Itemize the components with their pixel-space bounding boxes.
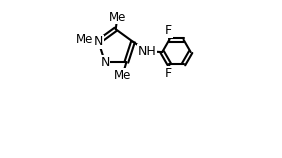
Text: N: N	[94, 35, 103, 48]
Text: NH: NH	[138, 45, 157, 58]
Text: N: N	[100, 56, 110, 69]
Text: Me: Me	[109, 11, 126, 24]
Text: Me: Me	[114, 69, 131, 82]
Text: F: F	[165, 24, 172, 37]
Text: F: F	[165, 67, 172, 80]
Text: Me: Me	[76, 33, 94, 46]
